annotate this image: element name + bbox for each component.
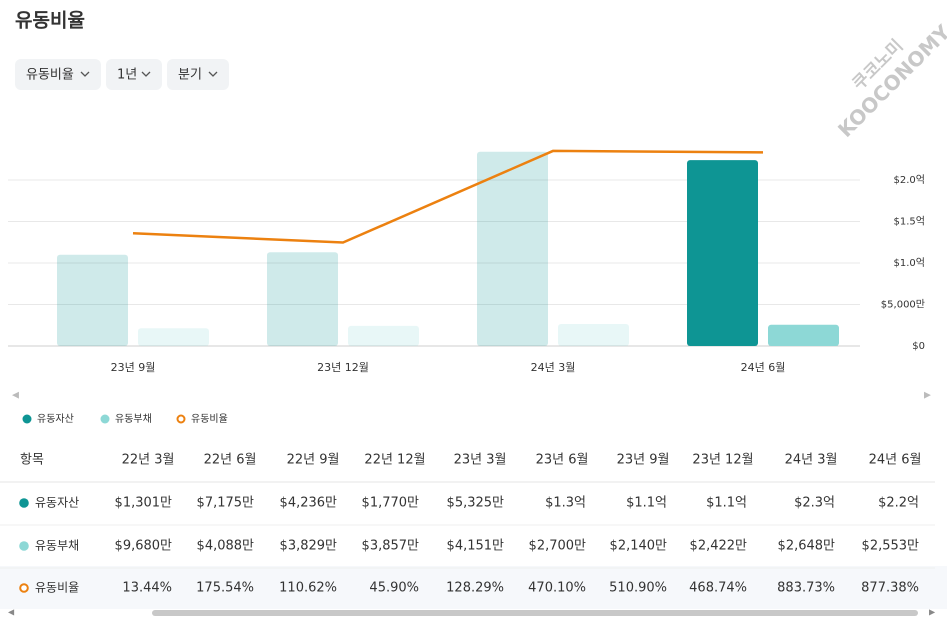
watermark: 쿠코노미 KOOCONOMY — [833, 20, 947, 142]
table-header: 24년 6월 — [869, 453, 922, 468]
table-header: 22년 9월 — [287, 453, 340, 468]
table-cell: $1,301만 — [115, 496, 172, 511]
bar — [687, 160, 758, 346]
table-header: 24년 3월 — [785, 453, 838, 468]
scrollbar[interactable] — [152, 610, 918, 616]
row-icon — [19, 541, 29, 551]
table-cell: $2,553만 — [862, 539, 919, 554]
table-cell: $5,325만 — [447, 496, 504, 511]
table-cell: $3,829만 — [280, 539, 337, 554]
bar — [138, 328, 209, 346]
legend-label: 유동비율 — [191, 413, 228, 425]
table-header: 22년 3월 — [122, 453, 175, 468]
table-header: 22년 6월 — [204, 453, 257, 468]
table-cell: 468.74% — [689, 581, 747, 596]
table-cell: $4,088만 — [197, 539, 254, 554]
table-cell: $1.1억 — [626, 496, 667, 511]
scroll-left[interactable]: ◀ — [8, 608, 15, 617]
scroll-right[interactable]: ▶ — [924, 391, 931, 401]
y-tick-label: $2.0억 — [894, 174, 925, 186]
dropdown-arrow — [80, 71, 90, 77]
table-cell: 128.29% — [446, 581, 504, 596]
bar — [768, 324, 839, 346]
legend-label: 유동자산 — [37, 413, 74, 425]
table-cell: $2,700만 — [529, 539, 586, 554]
filter-dropdown[interactable] — [15, 59, 101, 90]
table-cell: $7,175만 — [197, 496, 254, 511]
table-cell: $1,770만 — [362, 496, 419, 511]
legend-swatch — [176, 414, 186, 424]
table-header: 22년 12월 — [364, 453, 425, 468]
legend-swatch — [100, 414, 110, 424]
dropdown-arrow — [208, 71, 218, 77]
bar — [558, 324, 629, 346]
bar — [477, 151, 548, 346]
table-cell: 470.10% — [528, 581, 586, 596]
table-cell: 877.38% — [861, 581, 919, 596]
table-cell: $1.3억 — [545, 496, 586, 511]
legend-swatch — [22, 414, 32, 424]
dropdown-arrow — [141, 71, 151, 77]
ratio-line — [132, 149, 764, 244]
filter-label: 1년 — [117, 68, 137, 83]
table-cell: $1.1억 — [706, 496, 747, 511]
table-header: 23년 6월 — [536, 453, 589, 468]
bar — [267, 252, 338, 346]
table-cell: 13.44% — [122, 581, 172, 596]
filter-label: 분기 — [178, 68, 202, 83]
table-cell: 510.90% — [609, 581, 667, 596]
scroll-right[interactable]: ▶ — [929, 608, 936, 617]
row-icon — [19, 583, 29, 593]
row-label: 유동비율 — [35, 581, 79, 595]
table-header: 23년 9월 — [617, 453, 670, 468]
table-cell: $2.3억 — [794, 496, 835, 511]
y-tick-label: $5,000만 — [881, 299, 925, 311]
table-cell: $2,422만 — [690, 539, 747, 554]
filter-label: 유동비율 — [26, 68, 74, 83]
legend-label: 유동부채 — [115, 413, 152, 425]
table-cell: 175.54% — [196, 581, 254, 596]
y-tick-label: $1.5억 — [894, 216, 925, 228]
table-header: 23년 3월 — [454, 453, 507, 468]
table-cell: $3,857만 — [362, 539, 419, 554]
filter-dropdown[interactable] — [167, 59, 229, 90]
table-header: 항목 — [20, 453, 44, 468]
table-cell: $4,151만 — [447, 539, 504, 554]
x-tick-label: 24년 6월 — [741, 361, 786, 374]
y-tick-label: $0 — [912, 341, 925, 352]
table-cell: $2,648만 — [778, 539, 835, 554]
x-tick-label: 23년 9월 — [111, 361, 156, 374]
table-cell: $9,680만 — [115, 539, 172, 554]
scroll-left[interactable]: ◀ — [12, 391, 19, 401]
table-cell: $2.2억 — [878, 496, 919, 511]
page-title: 유동비율 — [15, 10, 85, 32]
table-cell: 883.73% — [777, 581, 835, 596]
table-cell: $4,236만 — [280, 496, 337, 511]
row-highlight — [0, 566, 947, 609]
row-label: 유동자산 — [35, 496, 79, 510]
table-cell: $2,140만 — [610, 539, 667, 554]
table-cell: 110.62% — [279, 581, 337, 596]
x-tick-label: 24년 3월 — [531, 361, 576, 374]
filter-dropdown[interactable] — [106, 59, 162, 90]
row-icon — [19, 498, 29, 508]
y-tick-label: $1.0억 — [894, 257, 925, 269]
table-cell: 45.90% — [369, 581, 419, 596]
x-tick-label: 23년 12월 — [317, 361, 369, 374]
bar — [57, 254, 128, 346]
table-header: 23년 12월 — [692, 453, 753, 468]
row-label: 유동부채 — [35, 539, 79, 553]
bar — [348, 325, 419, 346]
